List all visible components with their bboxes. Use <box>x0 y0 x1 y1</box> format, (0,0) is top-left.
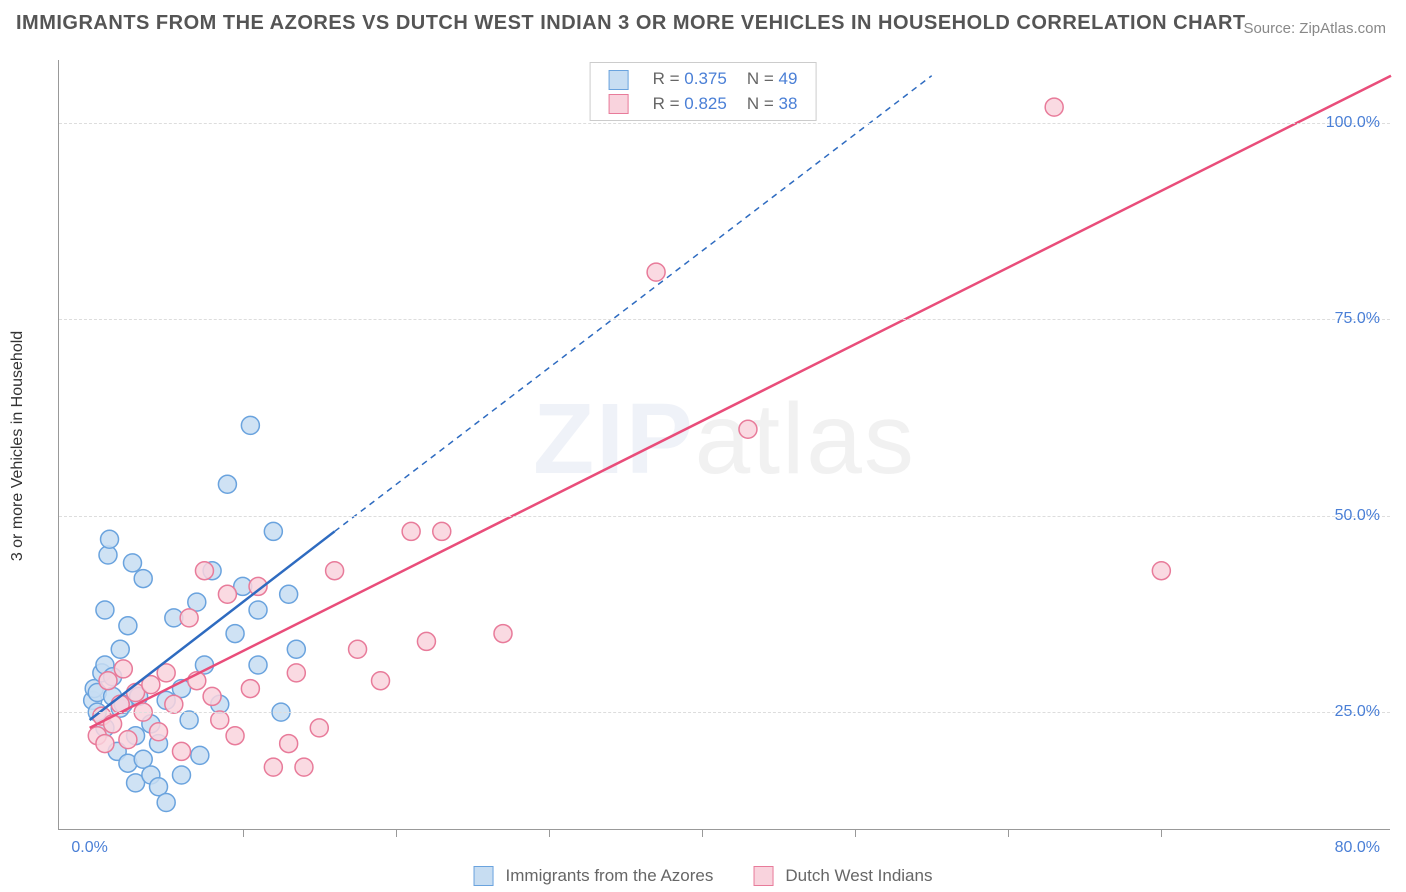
scatter-point <box>494 625 512 643</box>
x-minor-tick <box>549 829 550 837</box>
legend-label: Dutch West Indians <box>785 866 932 886</box>
scatter-point <box>249 601 267 619</box>
series-legend: Immigrants from the Azores Dutch West In… <box>474 866 933 886</box>
scatter-point <box>241 680 259 698</box>
y-axis-label: 3 or more Vehicles in Household <box>9 331 27 561</box>
scatter-point <box>134 570 152 588</box>
scatter-point <box>218 585 236 603</box>
scatter-point <box>433 522 451 540</box>
y-tick-label: 100.0% <box>1326 114 1380 132</box>
scatter-point <box>165 695 183 713</box>
legend-row-azores: R = 0.375 N = 49 <box>599 67 808 92</box>
swatch-icon <box>609 94 629 114</box>
scatter-point <box>218 475 236 493</box>
scatter-point <box>96 601 114 619</box>
scatter-point <box>349 640 367 658</box>
scatter-point <box>111 640 129 658</box>
scatter-point <box>647 263 665 281</box>
gridline <box>59 319 1390 320</box>
x-minor-tick <box>1008 829 1009 837</box>
chart-svg-layer <box>59 60 1390 829</box>
correlation-legend: R = 0.375 N = 49 R = 0.825 N = 38 <box>590 62 817 121</box>
source-attribution: Source: ZipAtlas.com <box>1243 20 1386 37</box>
y-tick-label: 75.0% <box>1335 310 1380 328</box>
scatter-point <box>157 794 175 812</box>
scatter-point <box>180 711 198 729</box>
scatter-point <box>180 609 198 627</box>
scatter-point <box>295 758 313 776</box>
scatter-point <box>280 585 298 603</box>
scatter-point <box>241 416 259 434</box>
scatter-point <box>114 660 132 678</box>
scatter-point <box>402 522 420 540</box>
legend-label: Immigrants from the Azores <box>506 866 714 886</box>
scatter-point <box>264 522 282 540</box>
x-minor-tick <box>855 829 856 837</box>
scatter-point <box>191 746 209 764</box>
scatter-point <box>1152 562 1170 580</box>
regression-line-dashed <box>335 76 932 532</box>
scatter-point <box>211 711 229 729</box>
x-minor-tick <box>396 829 397 837</box>
scatter-point <box>195 562 213 580</box>
legend-row-dwi: R = 0.825 N = 38 <box>599 92 808 117</box>
scatter-point <box>203 687 221 705</box>
x-tick-label: 80.0% <box>1335 839 1380 857</box>
scatter-point <box>264 758 282 776</box>
scatter-point <box>119 617 137 635</box>
gridline <box>59 123 1390 124</box>
gridline <box>59 712 1390 713</box>
scatter-point <box>226 727 244 745</box>
scatter-point <box>119 731 137 749</box>
regression-line <box>90 76 1391 728</box>
chart-title: IMMIGRANTS FROM THE AZORES VS DUTCH WEST… <box>16 12 1246 35</box>
scatter-point <box>287 664 305 682</box>
scatter-point <box>249 656 267 674</box>
y-tick-label: 25.0% <box>1335 703 1380 721</box>
x-minor-tick <box>243 829 244 837</box>
swatch-icon <box>609 70 629 90</box>
scatter-point <box>417 632 435 650</box>
x-minor-tick <box>1161 829 1162 837</box>
scatter-point <box>326 562 344 580</box>
scatter-point <box>96 735 114 753</box>
scatter-point <box>1045 98 1063 116</box>
scatter-point <box>172 766 190 784</box>
x-minor-tick <box>702 829 703 837</box>
scatter-point <box>172 742 190 760</box>
legend-item-dwi: Dutch West Indians <box>753 866 932 886</box>
swatch-icon <box>474 866 494 886</box>
scatter-point <box>280 735 298 753</box>
scatter-plot-area: ZIPatlas 25.0%50.0%75.0%100.0%0.0%80.0% <box>58 60 1390 830</box>
scatter-point <box>99 672 117 690</box>
legend-item-azores: Immigrants from the Azores <box>474 866 714 886</box>
scatter-point <box>739 420 757 438</box>
y-tick-label: 50.0% <box>1335 507 1380 525</box>
scatter-point <box>310 719 328 737</box>
gridline <box>59 516 1390 517</box>
scatter-point <box>123 554 141 572</box>
scatter-point <box>101 530 119 548</box>
scatter-point <box>372 672 390 690</box>
scatter-point <box>150 723 168 741</box>
scatter-point <box>226 625 244 643</box>
x-tick-label: 0.0% <box>71 839 107 857</box>
scatter-point <box>287 640 305 658</box>
swatch-icon <box>753 866 773 886</box>
